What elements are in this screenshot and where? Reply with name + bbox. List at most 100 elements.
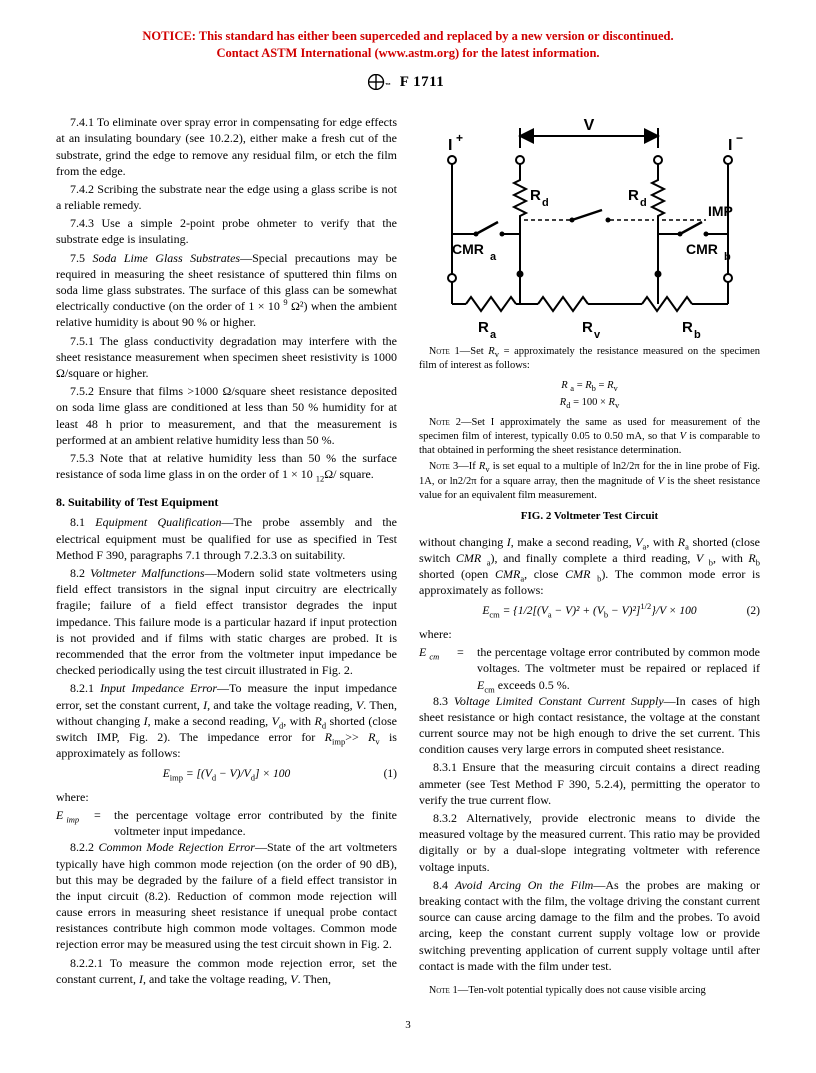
span: E bbox=[163, 768, 170, 780]
page-number: 3 bbox=[56, 1018, 760, 1033]
notice-line-1: NOTICE: This standard has either been su… bbox=[56, 28, 760, 45]
heading-8-2: Voltmeter Malfunctions bbox=[90, 566, 204, 580]
span: − V)/V bbox=[216, 768, 251, 780]
para-8-1: 8.1 Equipment Qualification—The probe as… bbox=[56, 514, 397, 563]
ital: R bbox=[314, 714, 321, 728]
span: , make a second reading, bbox=[511, 535, 635, 549]
span: the percentage voltage error contributed… bbox=[477, 645, 760, 675]
ital: CMR bbox=[495, 567, 520, 581]
where-sym-Eimp: E imp bbox=[56, 807, 86, 839]
sub: d bbox=[566, 400, 570, 410]
span: = [(V bbox=[183, 768, 212, 780]
para-7-5-3: 7.5.3 Note that at relative humidity les… bbox=[56, 450, 397, 482]
scap: Note bbox=[429, 985, 450, 996]
svg-text:V: V bbox=[583, 117, 594, 134]
span: —State of the art voltmeters typically h… bbox=[56, 840, 397, 951]
svg-text:−: − bbox=[736, 131, 743, 145]
para-8-3-2: 8.3.2 Alternatively, provide electronic … bbox=[419, 810, 760, 875]
svg-text:a: a bbox=[490, 329, 497, 339]
para-8-2-2: 8.2.2 Common Mode Rejection Error—State … bbox=[56, 839, 397, 952]
span: , close bbox=[524, 567, 565, 581]
ital: R bbox=[325, 730, 332, 744]
span: = {1/2[(V bbox=[500, 605, 548, 617]
equation-1: Eimp = [(Vd − V)/Vd] × 100 (1) bbox=[56, 767, 397, 783]
where-def-Eimp: the percentage voltage error contributed… bbox=[114, 807, 397, 839]
equation-2-number: (2) bbox=[747, 604, 760, 620]
para-continued: without changing I, make a second readin… bbox=[419, 534, 760, 599]
svg-text:a: a bbox=[490, 251, 497, 263]
figure-2-caption: FIG. 2 Voltmeter Test Circuit bbox=[419, 509, 760, 524]
sub: v bbox=[615, 400, 619, 410]
span: Ω/ square. bbox=[324, 467, 374, 481]
svg-text:IMP: IMP bbox=[708, 203, 733, 219]
para-7-5: 7.5 Soda Lime Glass Substrates—Special p… bbox=[56, 250, 397, 331]
page: NOTICE: This standard has either been su… bbox=[0, 0, 816, 1073]
circuit-svg-icon: V I+ I− bbox=[430, 114, 750, 339]
scap: Note bbox=[429, 417, 450, 428]
para-7-4-2: 7.4.2 Scribing the substrate near the ed… bbox=[56, 181, 397, 213]
svg-text:d: d bbox=[640, 197, 647, 209]
span: E bbox=[56, 808, 63, 822]
sub: imp bbox=[170, 773, 183, 783]
heading-8-3: Voltage Limited Constant Current Supply bbox=[454, 694, 664, 708]
notice-banner: NOTICE: This standard has either been su… bbox=[56, 28, 760, 62]
document-header: ™ F 1711 bbox=[56, 72, 760, 96]
span: ] × 100 bbox=[255, 768, 290, 780]
astm-logo-wrap: ™ F 1711 bbox=[368, 72, 445, 92]
heading-8-1: Equipment Qualification bbox=[95, 515, 221, 529]
heading-8-2-1: Input Impedance Error bbox=[100, 681, 217, 695]
where-sym-Ecm: E cm bbox=[419, 644, 449, 693]
para-8-2-1: 8.2.1 Input Impedance Error—To measure t… bbox=[56, 680, 397, 761]
svg-text:R: R bbox=[682, 319, 693, 336]
ital: V bbox=[696, 551, 703, 565]
svg-text:R: R bbox=[530, 187, 541, 204]
svg-text:b: b bbox=[724, 251, 731, 263]
scap: Note bbox=[429, 346, 450, 357]
fig-note-2: Note 2—Set I approximately the same as u… bbox=[419, 416, 760, 459]
ital: R bbox=[748, 551, 755, 565]
span: , with bbox=[646, 535, 677, 549]
para-8-2: 8.2 Voltmeter Malfunctions—Modern solid … bbox=[56, 565, 397, 678]
equation-2: Ecm = {1/2[(Va − V)² + (Vb − V)²]1/2}/V … bbox=[419, 604, 760, 620]
left-column: 7.4.1 To eliminate over spray error in c… bbox=[56, 114, 397, 1000]
fig-note-3: Note 3—If Rv is set equal to a multiple … bbox=[419, 460, 760, 503]
sub: b bbox=[756, 557, 760, 567]
sub: imp bbox=[332, 736, 345, 746]
section-8-heading: 8. Suitability of Test Equipment bbox=[56, 494, 397, 510]
span: —If bbox=[458, 461, 479, 472]
sub: v bbox=[614, 384, 618, 394]
where-2: where: bbox=[419, 626, 760, 642]
span: , and take the voltage reading, bbox=[207, 698, 356, 712]
span: , and take the voltage reading, bbox=[143, 972, 290, 986]
eq-sign-2: = bbox=[457, 644, 469, 693]
notice-line-2: Contact ASTM International (www.astm.org… bbox=[56, 45, 760, 62]
heading-7-5: Soda Lime Glass Substrates bbox=[92, 251, 240, 265]
sub: cm bbox=[489, 610, 499, 620]
svg-text:d: d bbox=[542, 197, 549, 209]
ital: V bbox=[290, 972, 297, 986]
fig-note-1: Note 1—Set Rv = approximately the resist… bbox=[419, 345, 760, 373]
fig-eq-1: R a = Rb = Rv bbox=[419, 379, 760, 393]
svg-text:+: + bbox=[456, 131, 463, 145]
para-8-2-2-1: 8.2.2.1 To measure the common mode rejec… bbox=[56, 955, 397, 987]
span: —Ten-volt potential typically does not c… bbox=[458, 985, 706, 996]
figure-2-diagram: V I+ I− bbox=[419, 114, 760, 339]
eq-sign: = bbox=[94, 807, 106, 839]
svg-text:CMR: CMR bbox=[686, 241, 718, 257]
svg-text:™: ™ bbox=[385, 82, 391, 89]
ital: CMR bbox=[456, 551, 481, 565]
two-column-layout: 7.4.1 To eliminate over spray error in c… bbox=[56, 114, 760, 1000]
span: E bbox=[419, 645, 426, 659]
ital: V bbox=[272, 714, 279, 728]
sub: cm bbox=[429, 652, 439, 662]
where-row-2: E cm = the percentage voltage error cont… bbox=[419, 644, 760, 693]
svg-text:I: I bbox=[448, 137, 452, 154]
heading-8-4: Avoid Arcing On the Film bbox=[455, 878, 594, 892]
span: }/V × 100 bbox=[651, 605, 696, 617]
para-7-4-1: 7.4.1 To eliminate over spray error in c… bbox=[56, 114, 397, 179]
para-8-4: 8.4 Avoid Arcing On the Film—As the prob… bbox=[419, 877, 760, 974]
sub: b bbox=[592, 384, 596, 394]
astm-logo-icon: ™ bbox=[368, 74, 394, 90]
heading-8-2-2: Common Mode Rejection Error bbox=[99, 840, 255, 854]
sub: a bbox=[570, 384, 574, 394]
